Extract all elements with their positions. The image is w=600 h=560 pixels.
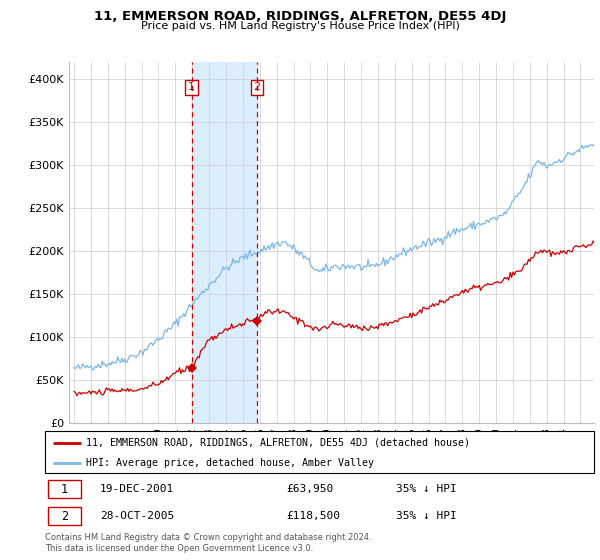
Text: 11, EMMERSON ROAD, RIDDINGS, ALFRETON, DE55 4DJ: 11, EMMERSON ROAD, RIDDINGS, ALFRETON, D…	[94, 10, 506, 23]
Text: Price paid vs. HM Land Registry's House Price Index (HPI): Price paid vs. HM Land Registry's House …	[140, 21, 460, 31]
FancyBboxPatch shape	[48, 480, 80, 498]
Text: £63,950: £63,950	[287, 484, 334, 494]
Text: 19-DEC-2001: 19-DEC-2001	[100, 484, 174, 494]
Text: 35% ↓ HPI: 35% ↓ HPI	[397, 511, 457, 521]
Text: 2: 2	[253, 82, 260, 92]
Text: 28-OCT-2005: 28-OCT-2005	[100, 511, 174, 521]
Text: HPI: Average price, detached house, Amber Valley: HPI: Average price, detached house, Ambe…	[86, 458, 374, 468]
Text: 11, EMMERSON ROAD, RIDDINGS, ALFRETON, DE55 4DJ (detached house): 11, EMMERSON ROAD, RIDDINGS, ALFRETON, D…	[86, 438, 470, 448]
Bar	[192, 62, 257, 423]
Text: Contains HM Land Registry data © Crown copyright and database right 2024.
This d: Contains HM Land Registry data © Crown c…	[45, 533, 371, 553]
Text: 1: 1	[61, 483, 68, 496]
FancyBboxPatch shape	[48, 507, 80, 525]
Text: 35% ↓ HPI: 35% ↓ HPI	[397, 484, 457, 494]
Text: £118,500: £118,500	[287, 511, 341, 521]
Text: 2: 2	[61, 510, 68, 522]
FancyBboxPatch shape	[45, 431, 594, 473]
Text: 1: 1	[188, 82, 195, 92]
